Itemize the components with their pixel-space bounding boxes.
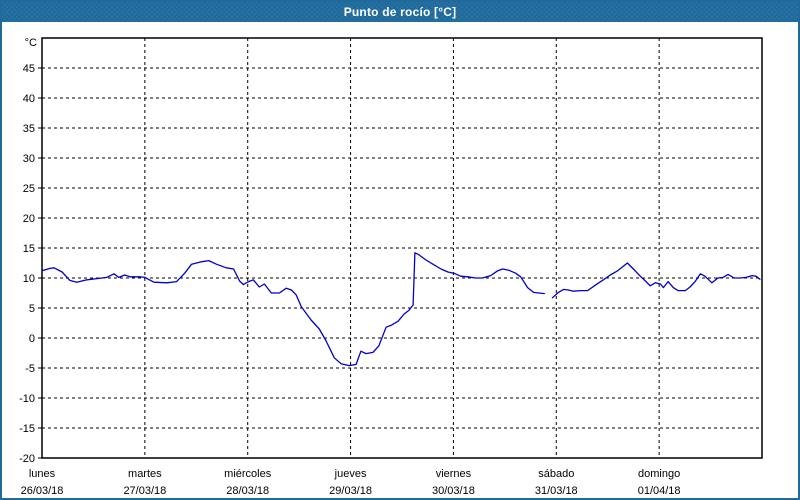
- chart-area: 45 40 35 30 25 20 15 10 5 0 -5 -10 -15 -20 °C lunes 26/0…: [2, 22, 798, 498]
- y-tick-label: 35: [23, 123, 35, 135]
- y-tick-label: 45: [23, 63, 35, 75]
- x-day-name-label: viernes: [436, 468, 472, 480]
- y-tick-label: 5: [29, 303, 35, 315]
- x-date-label: 29/03/18: [329, 485, 372, 497]
- x-day-name-label: domingo: [638, 468, 680, 480]
- chart-canvas: 45 40 35 30 25 20 15 10 5 0 -5 -10 -15 -20 °C lunes 26/0…: [19, 37, 763, 497]
- x-day-name-label: sábado: [538, 468, 574, 480]
- y-tick-label: -15: [19, 423, 35, 435]
- y-tick-label: 30: [23, 153, 35, 165]
- x-date-label: 01/04/18: [638, 485, 681, 497]
- x-date-label: 26/03/18: [21, 485, 64, 497]
- x-day-name-label: miércoles: [224, 468, 272, 480]
- y-tick-label: 40: [23, 93, 35, 105]
- y-axis-unit-label: °C: [25, 37, 37, 49]
- plot-border: [41, 37, 763, 459]
- x-date-label: 27/03/18: [123, 485, 166, 497]
- x-day-name-label: martes: [128, 468, 162, 480]
- x-day-name-label: lunes: [29, 468, 56, 480]
- y-tick-label: 25: [23, 183, 35, 195]
- chart-title: Punto de rocío [°C]: [343, 5, 457, 19]
- y-tick-label: 15: [23, 243, 35, 255]
- x-day-name-label: jueves: [334, 468, 367, 480]
- y-tick-label: -20: [19, 453, 35, 465]
- y-tick-label: -10: [19, 393, 35, 405]
- y-tick-label: -5: [25, 363, 35, 375]
- x-date-label: 28/03/18: [226, 485, 269, 497]
- y-tick-label: 0: [29, 333, 35, 345]
- y-tick-label: 10: [23, 273, 35, 285]
- title-bar: Punto de rocío [°C]: [2, 2, 798, 22]
- y-tick-label: 20: [23, 213, 35, 225]
- x-date-label: 31/03/18: [535, 485, 578, 497]
- data-line: [551, 262, 761, 299]
- x-date-label: 30/03/18: [432, 485, 475, 497]
- data-line: [41, 252, 545, 367]
